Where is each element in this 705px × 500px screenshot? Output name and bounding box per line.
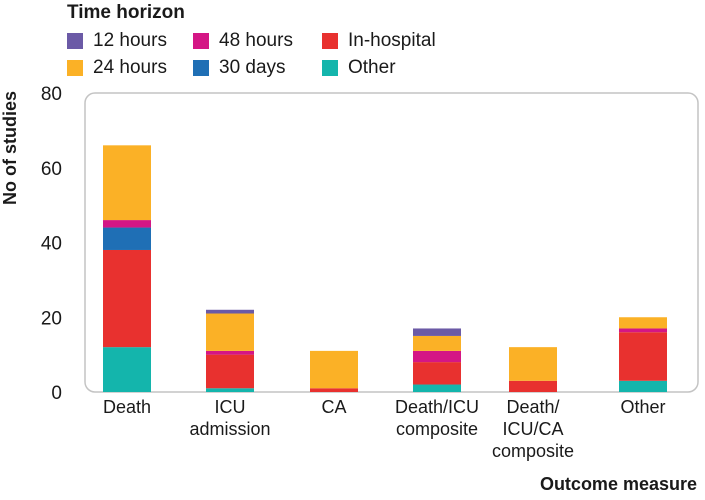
bar-death-other [103,347,151,392]
legend-item-48-hours: 48 hours [193,29,293,53]
bar-icu-admission-24-hours [206,313,254,351]
y-tick-label-40: 40 [41,234,62,255]
legend-title: Time horizon [67,2,185,23]
legend-item-in-hospital: In-hospital [322,29,436,53]
legend-item-30-days: 30 days [193,56,286,80]
legend-swatch-12-hours [67,33,83,49]
bar-other-in-hospital [619,332,667,381]
legend-label-in-hospital: In-hospital [348,30,436,51]
y-tick-label-20: 20 [41,308,62,329]
bars-group [103,145,667,392]
bar-icu-admission-48-hours [206,350,254,355]
x-tick-label-ca: CA [321,397,346,417]
bar-icu-admission-in-hospital [206,354,254,389]
x-tick-label-icu-admission: ICU admission [189,397,270,439]
bar-death-icu-composite-12-hours [413,328,461,336]
legend-label-48-hours: 48 hours [219,30,293,51]
bar-death-icu-ca-composite-24-hours [509,347,557,381]
bar-death-icu-composite-48-hours [413,350,461,363]
bar-death-48-hours [103,220,151,228]
bar-death-30-days [103,227,151,250]
x-tick-label-death-icu-composite: Death/ICU composite [395,397,479,439]
bar-other-48-hours [619,328,667,333]
legend-label-30-days: 30 days [219,57,286,78]
bar-death-24-hours [103,145,151,221]
bar-death-icu-composite-24-hours [413,335,461,351]
bar-ca-24-hours [310,350,358,389]
bar-death-icu-composite-other [413,384,461,392]
x-tick-label-other: Other [620,397,665,417]
bar-death-in-hospital [103,249,151,348]
legend-swatch-other [322,60,338,76]
bar-death-icu-composite-in-hospital [413,362,461,385]
bar-death-icu-ca-composite-in-hospital [509,380,557,392]
legend-swatch-in-hospital [322,33,338,49]
bar-other-24-hours [619,317,667,329]
legend-label-other: Other [348,57,396,78]
x-tick-label-death-icu-ca-composite: Death/ICU/CA composite [492,397,574,461]
x-axis-label: Outcome measure [539,474,697,494]
legend-swatch-48-hours [193,33,209,49]
legend-label-12-hours: 12 hours [93,30,167,51]
legend-swatch-24-hours [67,60,83,76]
bar-icu-admission-other [206,388,254,392]
bar-icu-admission-12-hours [206,309,254,314]
bar-other-other [619,380,667,392]
legend-item-12-hours: 12 hours [67,29,167,53]
y-axis-label: No of studies [0,91,20,206]
legend-swatch-30-days [193,60,209,76]
y-ticks-group: 0 20 40 60 80 [41,84,62,404]
y-tick-label-0: 0 [51,383,62,404]
plot-frame [84,92,699,393]
legend-item-other: Other [322,56,396,80]
legend-item-24-hours: 24 hours [67,56,167,80]
bar-ca-in-hospital [310,388,358,392]
x-ticks-group: Death ICU admission CA Death/ICU composite Dea… [103,397,666,461]
legend-label-24-hours: 24 hours [93,57,167,78]
y-tick-label-80: 80 [41,84,62,105]
x-tick-label-death: Death [103,397,151,417]
y-tick-label-60: 60 [41,159,62,180]
